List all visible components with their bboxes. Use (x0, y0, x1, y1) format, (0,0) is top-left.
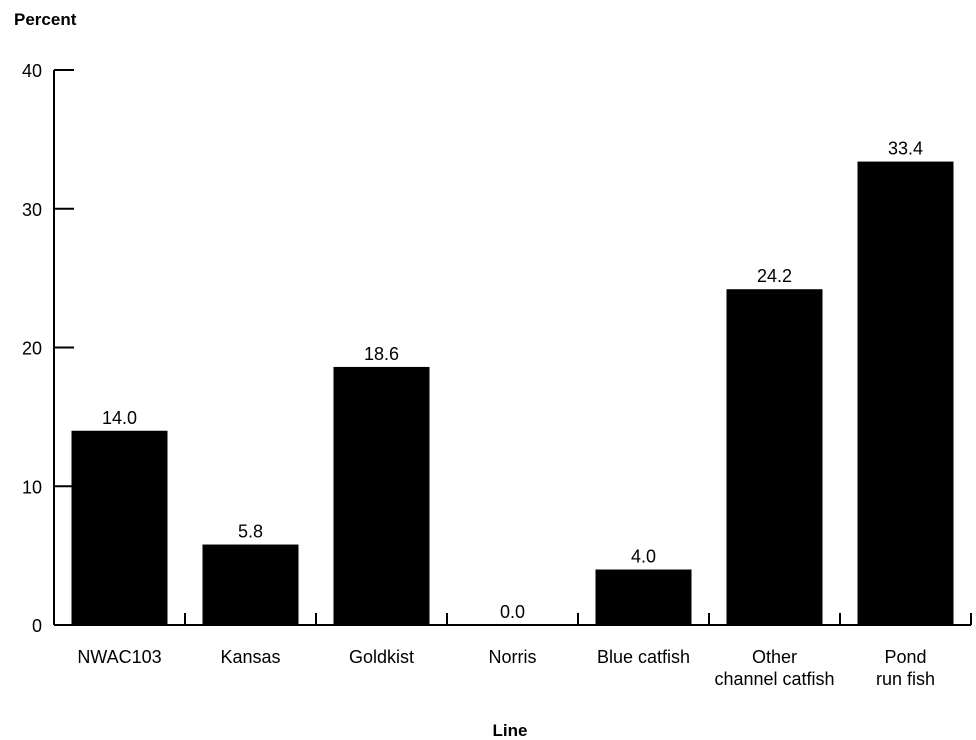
data-label: 24.2 (757, 266, 792, 286)
x-axis-title: Line (493, 721, 528, 740)
bar (333, 366, 430, 625)
y-tick-label: 30 (22, 200, 42, 220)
bars (71, 161, 954, 625)
category-label: Blue catfish (597, 647, 690, 667)
bar (857, 161, 954, 625)
y-tick-label: 10 (22, 477, 42, 497)
category-label: Norris (489, 647, 537, 667)
category-label: Pond run fish (876, 647, 935, 689)
data-label: 4.0 (631, 547, 656, 567)
y-tick-label: 20 (22, 339, 42, 359)
bar (202, 544, 299, 625)
y-axis: 0 10 20 30 40 (22, 61, 74, 636)
y-tick-label: 40 (22, 61, 42, 81)
category-label: Goldkist (349, 647, 414, 667)
y-axis-title: Percent (14, 10, 77, 29)
data-label: 0.0 (500, 602, 525, 622)
category-label: NWAC103 (77, 647, 161, 667)
data-label: 14.0 (102, 408, 137, 428)
y-tick-label: 0 (32, 616, 42, 636)
data-label: 33.4 (888, 139, 923, 159)
category-label: Kansas (220, 647, 280, 667)
bar (71, 430, 168, 625)
data-labels: 14.0 5.8 18.6 0.0 4.0 24.2 33.4 (102, 139, 923, 622)
category-labels: NWAC103 Kansas Goldkist Norris Blue catfish O… (77, 647, 935, 689)
data-label: 5.8 (238, 522, 263, 542)
category-label: Other channel catfish (714, 647, 834, 689)
data-label: 18.6 (364, 344, 399, 364)
bar (595, 569, 692, 625)
bar (726, 289, 823, 625)
